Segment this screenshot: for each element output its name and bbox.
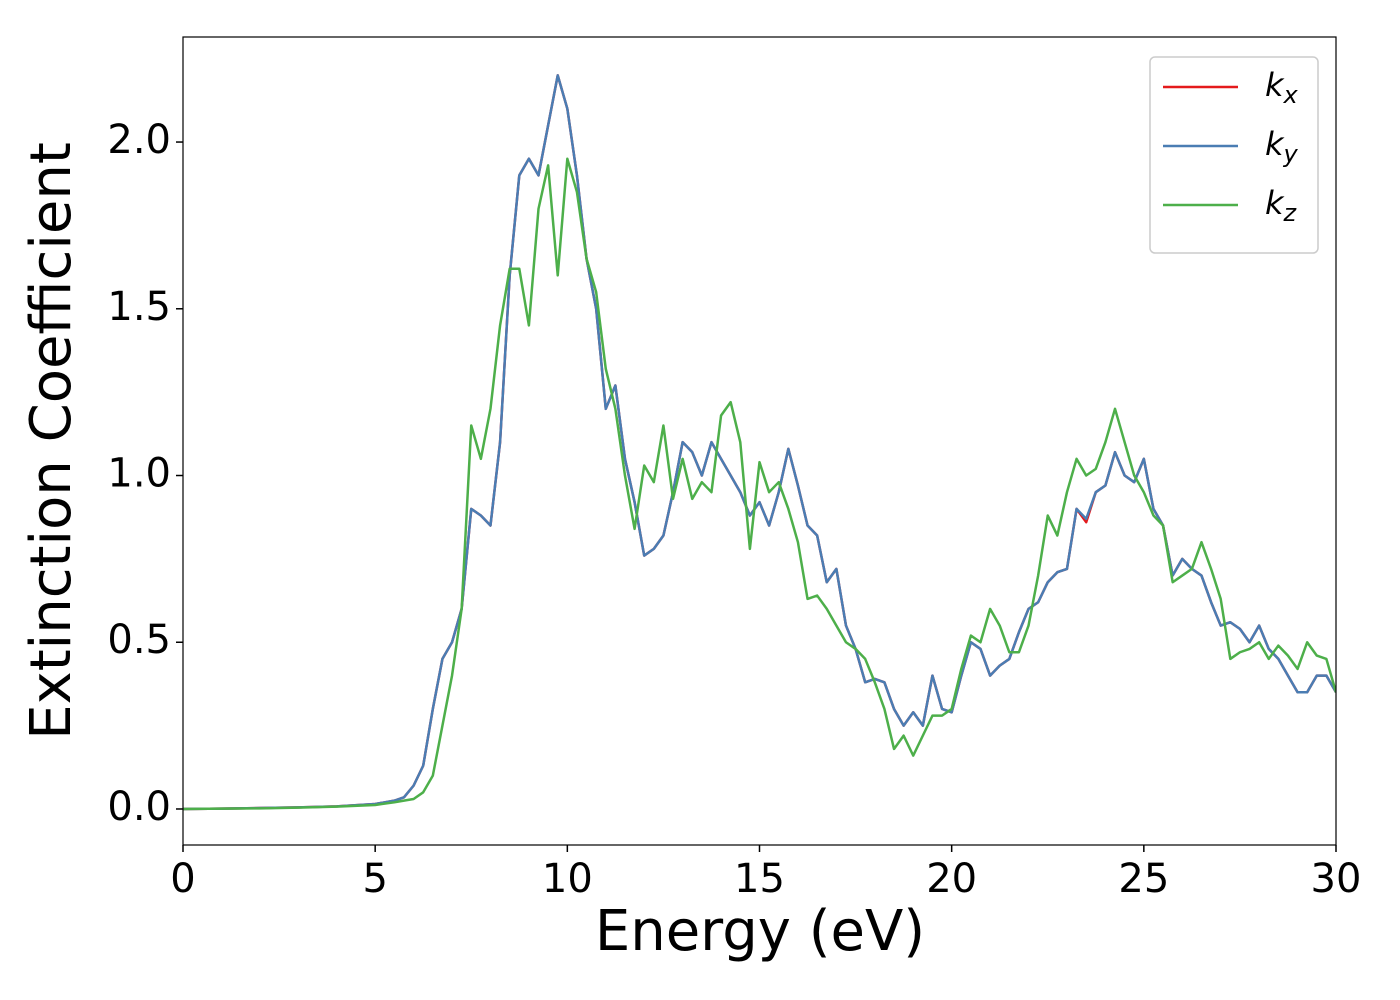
x-tick-label: 0 <box>170 856 195 902</box>
x-tick-label: 15 <box>734 856 785 902</box>
x-tick-label: 20 <box>926 856 977 902</box>
legend-label: ky <box>1265 125 1299 168</box>
y-tick-label: 0.5 <box>107 617 171 663</box>
legend-label: kz <box>1265 184 1298 227</box>
y-tick-label: 1.0 <box>107 451 171 497</box>
y-tick-label: 1.5 <box>107 284 171 330</box>
series-line <box>183 157 1336 811</box>
y-tick-label: 0.0 <box>107 784 171 830</box>
legend-label: kx <box>1265 66 1299 109</box>
x-tick-label: 5 <box>362 856 387 902</box>
y-tick-label: 2.0 <box>107 117 171 163</box>
x-axis-label: Energy (eV) <box>595 899 925 964</box>
y-axis-label: Extinction Coefficient <box>19 142 84 740</box>
x-tick-label: 25 <box>1118 856 1169 902</box>
plot-frame <box>182 36 1337 846</box>
x-tick-label: 30 <box>1311 856 1362 902</box>
x-tick-label: 10 <box>542 856 593 902</box>
